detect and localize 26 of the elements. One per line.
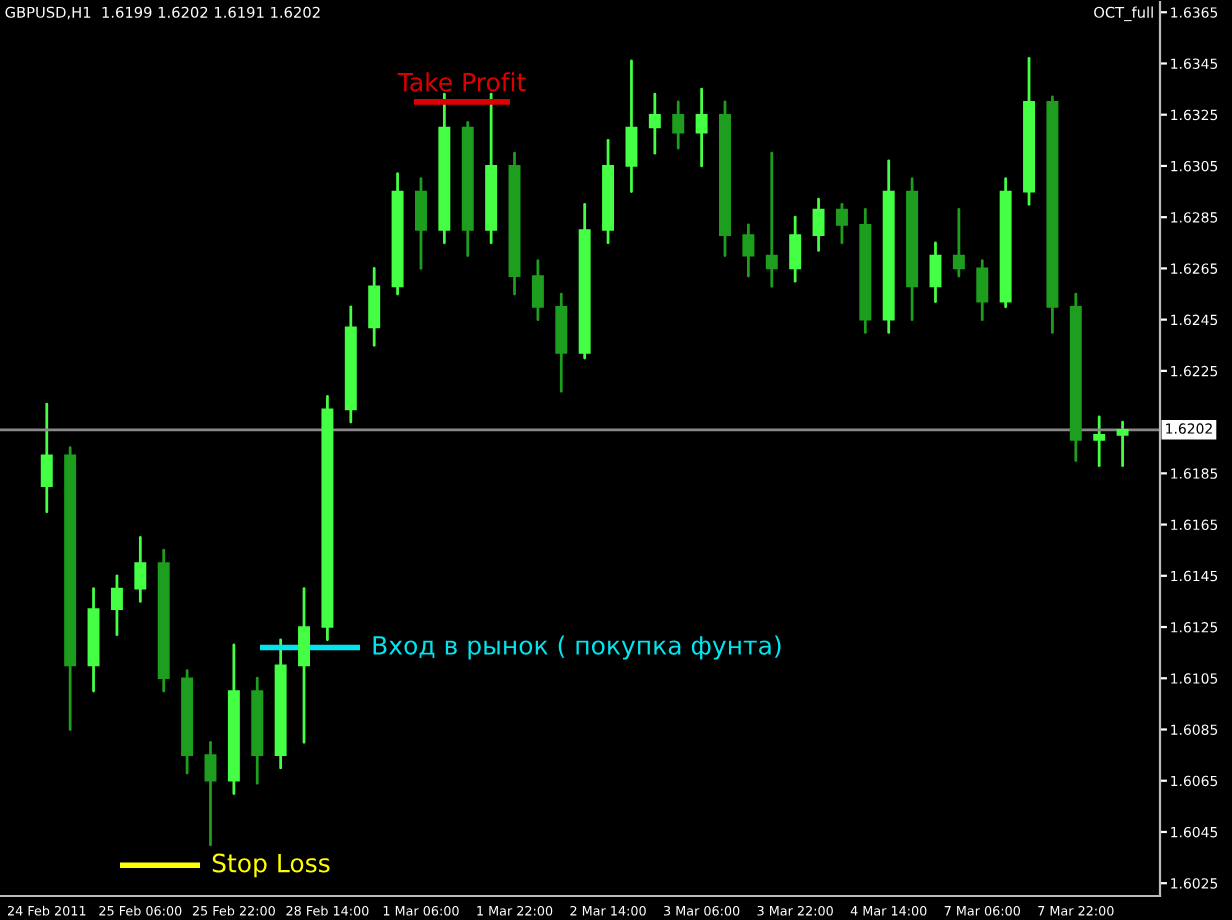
- candlestick: [531, 259, 544, 322]
- candlestick: [40, 402, 53, 514]
- candlestick: [625, 59, 638, 193]
- candlestick: [835, 202, 848, 245]
- candlestick: [555, 292, 568, 393]
- candlestick: [789, 215, 802, 283]
- candlestick: [929, 241, 942, 304]
- candlestick: [134, 535, 147, 603]
- candlestick: [812, 197, 825, 252]
- candlestick: [368, 267, 381, 347]
- candlestick: [110, 574, 123, 637]
- candlestick: [414, 177, 427, 270]
- candlestick: [765, 151, 778, 288]
- candlestick: [695, 87, 708, 168]
- candlestick: [648, 92, 661, 155]
- candlestick: [298, 587, 311, 744]
- candlestick: [204, 740, 217, 847]
- ref-line-label: Stop Loss: [212, 853, 330, 878]
- candlestick: [1116, 420, 1129, 468]
- candlestick: [742, 223, 755, 278]
- candlestick: [976, 259, 989, 322]
- ref-line-label: Вход в рынок ( покупка фунта): [373, 635, 781, 660]
- candlestick: [952, 208, 965, 278]
- candlestick: [1093, 415, 1106, 468]
- ref-line-label: Take Profit: [397, 72, 526, 92]
- candlestick: [672, 100, 685, 150]
